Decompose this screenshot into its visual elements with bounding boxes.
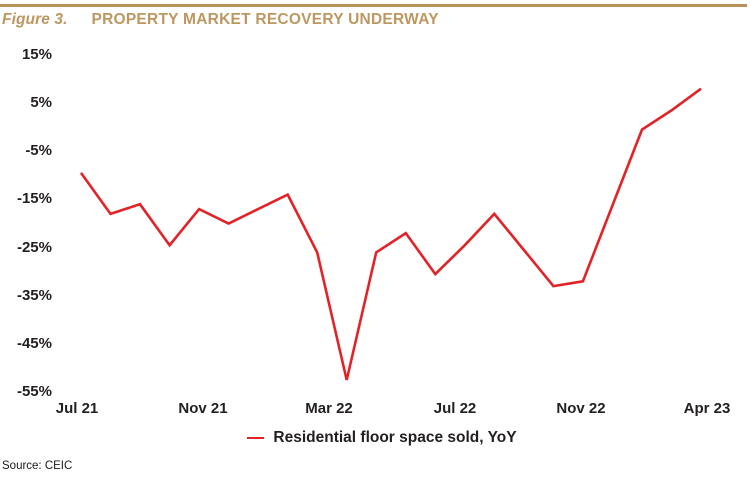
figure-number-label: Figure 3. — [2, 11, 68, 28]
y-tick-label: -5% — [25, 142, 52, 160]
figure-header: Figure 3. PROPERTY MARKET RECOVERY UNDERW… — [2, 11, 439, 29]
legend-line-swatch — [247, 436, 265, 440]
figure-title: PROPERTY MARKET RECOVERY UNDERWAY — [91, 11, 439, 28]
y-tick-label: -15% — [16, 190, 52, 208]
legend-label: Residential floor space sold, YoY — [273, 429, 517, 446]
legend-entry: Residential floor space sold, YoY — [247, 429, 517, 447]
x-tick-label: Jul 22 — [433, 400, 477, 417]
top-border-rule — [0, 4, 747, 7]
y-tick-label: 15% — [21, 46, 52, 63]
y-tick-label: -55% — [16, 383, 52, 400]
x-tick-label: Jul 21 — [55, 400, 99, 417]
x-tick-label: Mar 22 — [305, 400, 353, 417]
y-tick-label: -35% — [16, 286, 52, 304]
legend: Residential floor space sold, YoY — [0, 428, 750, 448]
x-tick-label: Nov 22 — [556, 400, 606, 417]
source-note: Source: CEIC — [2, 460, 73, 472]
x-tick-label: Apr 23 — [683, 400, 731, 417]
series-polyline — [79, 87, 702, 381]
y-tick-label: -45% — [16, 334, 52, 352]
x-tick-label: Nov 21 — [178, 400, 228, 417]
y-tick-label: 5% — [30, 94, 52, 112]
y-tick-label: -25% — [16, 238, 52, 256]
